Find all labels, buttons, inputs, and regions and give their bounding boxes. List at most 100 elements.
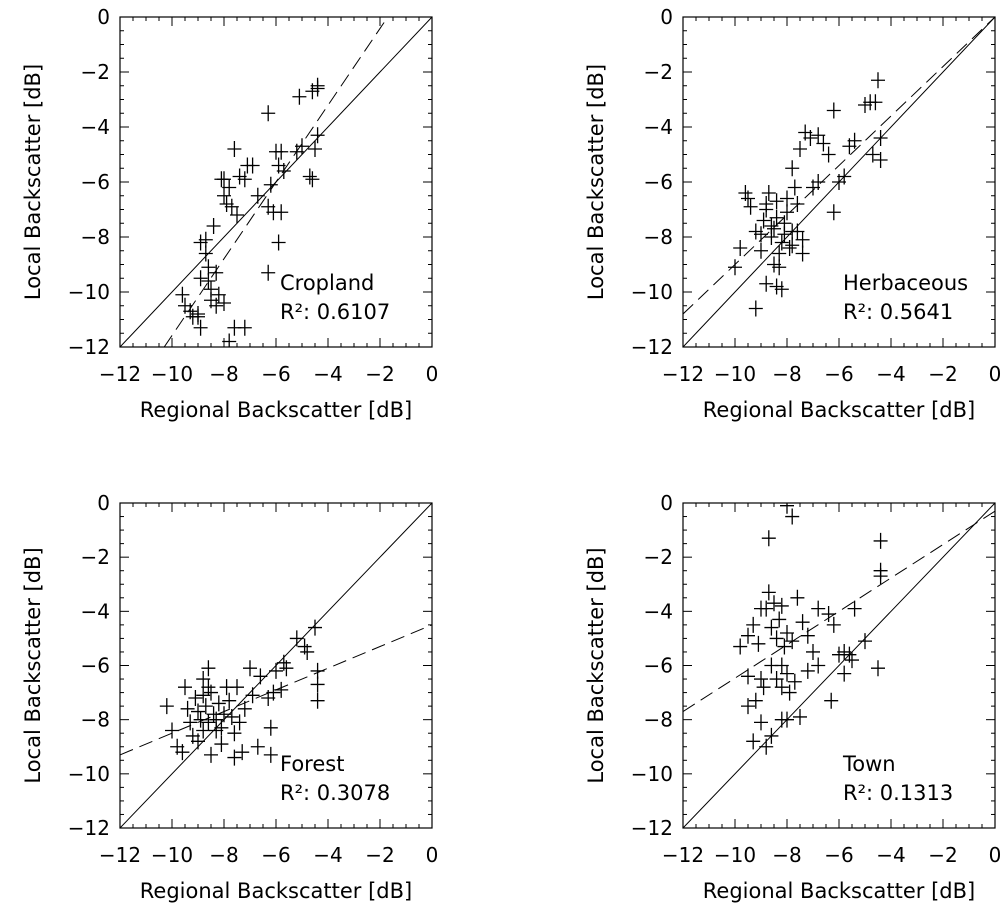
data-point [292, 88, 307, 105]
y-tick-label: −4 [81, 115, 110, 139]
data-point [209, 297, 224, 314]
data-point [800, 662, 815, 679]
x-tick-label: −4 [313, 843, 342, 867]
data-point [777, 215, 792, 232]
land-cover-label: Cropland [280, 271, 374, 295]
data-point [826, 102, 841, 119]
data-point [873, 532, 888, 549]
data-point [871, 660, 885, 677]
data-point [201, 259, 216, 276]
data-point [209, 264, 224, 281]
data-point [780, 711, 794, 728]
data-point [271, 234, 286, 251]
data-point [741, 698, 755, 715]
data-point [222, 692, 237, 709]
data-point [245, 157, 260, 174]
data-point [295, 138, 309, 155]
data-point [746, 616, 761, 633]
x-tick-label: −4 [876, 843, 905, 867]
panel-forest: −12 −12 −10 −10 −8 −8 −6 −6 −4 −4 −2 −2 0 0 Regional B… [21, 491, 438, 903]
x-tick-label: 0 [989, 843, 1002, 867]
data-point [816, 135, 831, 152]
y-tick-label: −10 [68, 280, 110, 304]
data-point [793, 141, 807, 157]
y-axis-label: Local Backscatter [dB] [584, 547, 608, 783]
data-point [865, 146, 880, 163]
land-cover-label: Forest [280, 752, 344, 776]
data-point [741, 190, 755, 207]
data-point [165, 722, 179, 739]
x-tick-label: −8 [209, 843, 238, 867]
data-point [824, 692, 839, 709]
data-point [743, 198, 758, 215]
data-point [302, 168, 317, 185]
data-point [214, 171, 229, 188]
data-point [198, 698, 213, 715]
data-point [787, 673, 802, 690]
data-point [858, 633, 872, 650]
x-tick-label: −8 [772, 843, 801, 867]
data-point [289, 630, 304, 647]
data-point [253, 668, 268, 685]
data-point [826, 204, 841, 221]
data-point [759, 738, 774, 755]
data-point [837, 168, 852, 185]
data-point [774, 597, 789, 614]
data-point [201, 273, 216, 289]
data-point [250, 738, 265, 755]
data-point [764, 619, 779, 636]
data-point [761, 530, 776, 547]
data-point [183, 714, 198, 731]
y-tick-label: −10 [631, 762, 673, 786]
data-point [873, 152, 888, 168]
x-tick-label: −10 [714, 362, 756, 386]
x-tick-label: 0 [426, 362, 439, 386]
y-tick-label: −2 [644, 60, 673, 84]
data-point [227, 141, 242, 157]
data-point [795, 231, 810, 248]
data-point [274, 143, 289, 160]
x-tick-label: −6 [261, 362, 290, 386]
x-axis-label: Regional Backscatter [dB] [703, 879, 975, 903]
data-point [741, 668, 755, 685]
data-point [266, 684, 281, 701]
data-point [235, 744, 250, 761]
data-point [193, 319, 208, 336]
x-tick-label: −6 [261, 843, 290, 867]
x-tick-label: −6 [824, 362, 853, 386]
data-point [276, 163, 291, 179]
data-point [196, 722, 211, 739]
data-point [764, 229, 779, 245]
data-point [811, 657, 826, 674]
data-point [263, 746, 278, 763]
x-tick-label: −10 [714, 843, 756, 867]
data-point [237, 319, 252, 336]
data-point [214, 736, 229, 753]
y-tick-label: −4 [644, 599, 673, 623]
y-tick-label: −10 [631, 280, 673, 304]
x-tick-label: −4 [876, 362, 905, 386]
r-squared-label: R²: 0.1313 [843, 781, 953, 805]
x-tick-label: −12 [662, 362, 704, 386]
data-point [847, 600, 862, 617]
data-point [821, 146, 836, 163]
data-point [748, 300, 763, 317]
data-point [237, 700, 252, 717]
plot-lines [120, 17, 432, 347]
y-tick-label: −8 [644, 225, 673, 249]
data-point [227, 749, 242, 766]
plot-lines [683, 503, 995, 828]
data-point [795, 245, 810, 262]
plot-lines [120, 503, 432, 828]
data-point [310, 80, 325, 97]
data-point [175, 744, 190, 761]
data-point [785, 508, 800, 525]
data-point [728, 259, 742, 276]
data-point [772, 611, 787, 628]
data-point [310, 127, 325, 144]
data-point [261, 264, 276, 281]
data-point [821, 606, 836, 623]
plot-lines [683, 17, 995, 347]
y-tick-label: −2 [81, 545, 110, 569]
data-point [261, 105, 276, 122]
